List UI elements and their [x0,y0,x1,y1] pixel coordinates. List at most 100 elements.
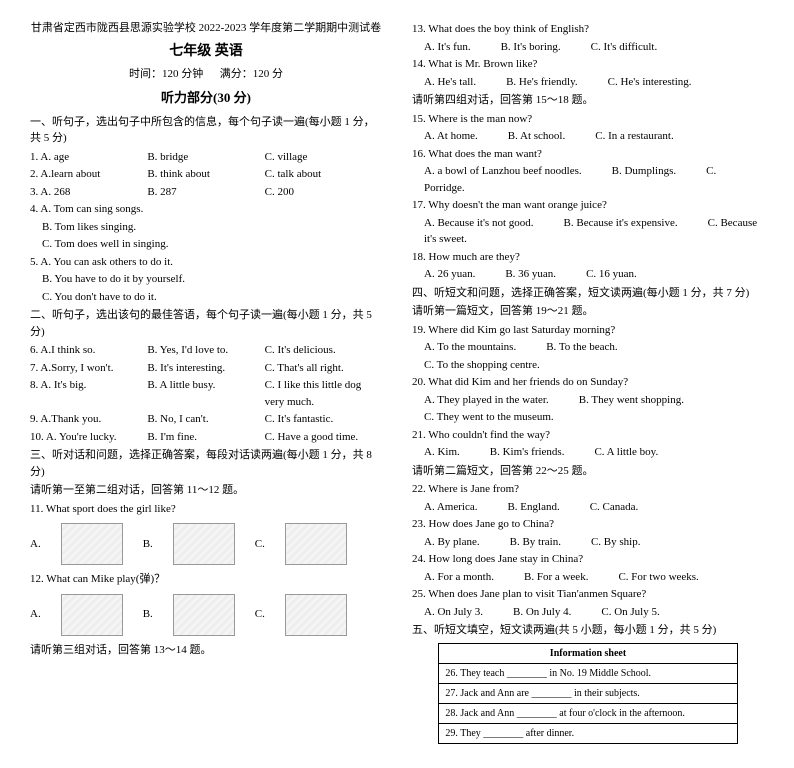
info-table: Information sheet 26. They teach _______… [438,643,737,744]
q18: 18. How much are they? [412,249,764,266]
q2-a: 2. A.learn about [30,166,147,183]
q10-c: C. Have a good time. [265,429,382,446]
q19: 19. Where did Kim go last Saturday morni… [412,322,764,339]
q12-a-label: A. [30,606,41,623]
sec4-title: 四、听短文和问题，选择正确答案，短文读两遍(每小题 1 分，共 7 分) [412,285,764,302]
q15: 15. Where is the man now? [412,111,764,128]
q4-c: C. Tom does well in singing. [30,236,382,253]
q21-opts: A. Kim.B. Kim's friends.C. A little boy. [412,444,764,461]
sec4-sub1: 请听第一篇短文，回答第 19～21 题。 [412,303,764,320]
q8-c: C. I like this little dog very much. [265,377,382,410]
q10-b: B. I'm fine. [147,429,264,446]
q5-b: B. You have to do it by yourself. [30,271,382,288]
q24-opts: A. For a month.B. For a week.C. For two … [412,569,764,586]
q11-c-label: C. [255,536,265,553]
q9-c: C. It's fantastic. [265,411,382,428]
q20-opts: A. They played in the water.B. They went… [412,392,764,409]
q14-opts: A. He's tall.B. He's friendly.C. He's in… [412,74,764,91]
image-placeholder [61,594,123,636]
sec2-title: 二、听句子，选出该句的最佳答语，每个句子读一遍(每小题 1 分，共 5 分) [30,307,382,340]
q10-a: 10. A. You're lucky. [30,429,147,446]
image-placeholder [173,523,235,565]
q7: 7. A.Sorry, I won't. B. It's interesting… [30,360,382,377]
q13-opts: A. It's fun.B. It's boring.C. It's diffi… [412,39,764,56]
q4: 4. A. Tom can sing songs. [30,201,382,218]
q11-b-label: B. [143,536,153,553]
q16: 16. What does the man want? [412,146,764,163]
q5-c: C. You don't have to do it. [30,289,382,306]
q23: 23. How does Jane go to China? [412,516,764,533]
q7-a: 7. A.Sorry, I won't. [30,360,147,377]
image-placeholder [61,523,123,565]
sec5-title: 五、听短文填空，短文读两遍(共 5 小题，每小题 1 分，共 5 分) [412,622,764,639]
subject: 英语 [215,44,243,59]
info-header: Information sheet [439,643,737,663]
score-label: 满分：120 分 [220,68,283,80]
q2: 2. A.learn about B. think about C. talk … [30,166,382,183]
q6: 6. A.I think so. B. Yes, I'd love to. C.… [30,342,382,359]
school-line: 甘肃省定西市陇西县思源实验学校 2022-2023 学年度第二学期期中测试卷 [30,20,382,37]
main-title: 七年级 英语 [30,41,382,62]
listening-title: 听力部分(30 分) [30,88,382,108]
q10: 10. A. You're lucky. B. I'm fine. C. Hav… [30,429,382,446]
q9-a: 9. A.Thank you. [30,411,147,428]
time-label: 时间：120 分钟 [129,68,203,80]
q16-opts: A. a bowl of Lanzhou beef noodles.B. Dum… [412,163,764,196]
q22-opts: A. America.B. England.C. Canada. [412,499,764,516]
info-r29: 29. They ________ after dinner. [439,723,737,743]
q8-a: 8. A. It's big. [30,377,147,410]
q11-images: A. B. C. [30,523,382,565]
image-placeholder [173,594,235,636]
q25: 25. When does Jane plan to visit Tian'an… [412,586,764,603]
q19-opts: A. To the mountains.B. To the beach. [412,339,764,356]
q2-c: C. talk about [265,166,382,183]
q6-c: C. It's delicious. [265,342,382,359]
q13: 13. What does the boy think of English? [412,21,764,38]
q21: 21. Who couldn't find the way? [412,427,764,444]
q11: 11. What sport does the girl like? [30,501,382,518]
q17-opts: A. Because it's not good.B. Because it's… [412,215,764,248]
info-r28: 28. Jack and Ann ________ at four o'cloc… [439,703,737,723]
q24: 24. How long does Jane stay in China? [412,551,764,568]
sec3-sub1: 请听第一至第二组对话，回答第 11～12 题。 [30,482,382,499]
q7-c: C. That's all right. [265,360,382,377]
q1-b: B. bridge [147,149,264,166]
sec4-sub2: 请听第二篇短文，回答第 22～25 题。 [412,463,764,480]
q9: 9. A.Thank you. B. No, I can't. C. It's … [30,411,382,428]
q6-b: B. Yes, I'd love to. [147,342,264,359]
q14: 14. What is Mr. Brown like? [412,56,764,73]
image-placeholder [285,594,347,636]
q23-opts: A. By plane.B. By train.C. By ship. [412,534,764,551]
q12-images: A. B. C. [30,594,382,636]
q8: 8. A. It's big. B. A little busy. C. I l… [30,377,382,410]
q12-c-label: C. [255,606,265,623]
q19-c: C. To the shopping centre. [412,357,764,374]
sub3: 请听第四组对话，回答第 15～18 题。 [412,92,764,109]
q3-a: 3. A. 268 [30,184,147,201]
q3: 3. A. 268 B. 287 C. 200 [30,184,382,201]
sec1-title: 一、听句子，选出句子中所包含的信息，每个句子读一遍(每小题 1 分，共 5 分) [30,114,382,147]
q6-a: 6. A.I think so. [30,342,147,359]
q1-c: C. village [265,149,382,166]
info-r27: 27. Jack and Ann are ________ in their s… [439,683,737,703]
q4-b: B. Tom likes singing. [30,219,382,236]
q18-opts: A. 26 yuan.B. 36 yuan.C. 16 yuan. [412,266,764,283]
q11-a-label: A. [30,536,41,553]
q25-opts: A. On July 3.B. On July 4.C. On July 5. [412,604,764,621]
sub-info: 时间：120 分钟 满分：120 分 [30,66,382,83]
q1: 1. A. age B. bridge C. village [30,149,382,166]
q5: 5. A. You can ask others to do it. [30,254,382,271]
image-placeholder [285,523,347,565]
q20-c: C. They went to the museum. [412,409,764,426]
q17: 17. Why doesn't the man want orange juic… [412,197,764,214]
q20: 20. What did Kim and her friends do on S… [412,374,764,391]
q2-b: B. think about [147,166,264,183]
q22: 22. Where is Jane from? [412,481,764,498]
q12-b-label: B. [143,606,153,623]
q15-opts: A. At home.B. At school.C. In a restaura… [412,128,764,145]
q9-b: B. No, I can't. [147,411,264,428]
q12: 12. What can Mike play(弹)？ [30,571,382,588]
q3-c: C. 200 [265,184,382,201]
sec3-title: 三、听对话和问题，选择正确答案，每段对话读两遍(每小题 1 分，共 8 分) [30,447,382,480]
info-r26: 26. They teach ________ in No. 19 Middle… [439,663,737,683]
